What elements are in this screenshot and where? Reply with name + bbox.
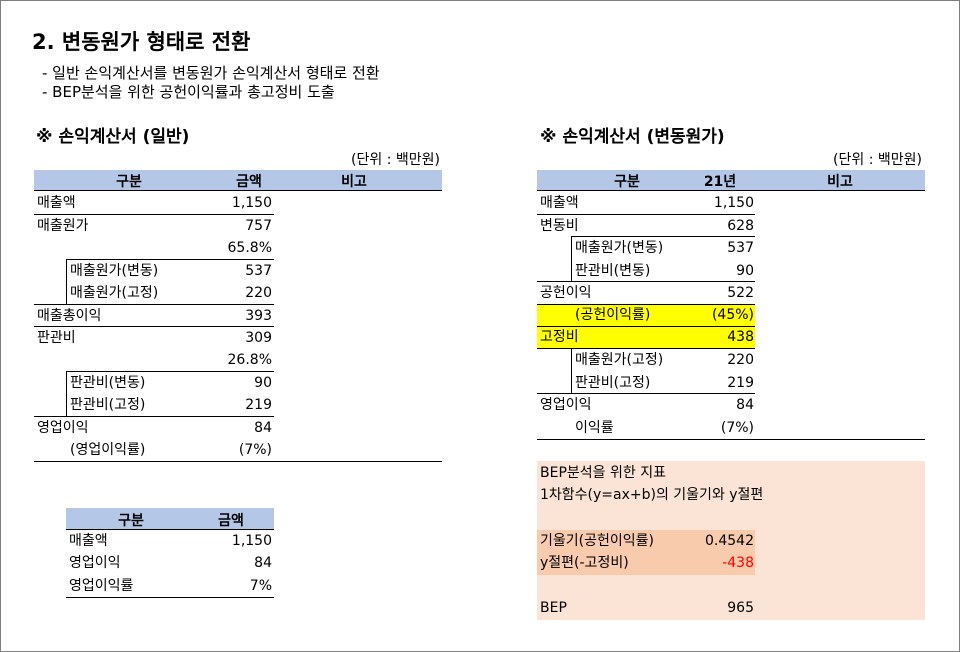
bep-heading: BEP분석을 위한 지표 [540,465,666,481]
table-row-label: 판관비 [37,330,76,346]
table-row-value: 757 [245,218,272,234]
table-row-label: 매출원가(변동) [575,240,664,256]
intercept-value: -438 [722,555,754,571]
table-row-label: 매출액 [37,195,76,211]
slope-value: 0.4542 [705,533,754,549]
table-row-value: 537 [245,263,272,279]
table-row-value: (7%) [238,442,272,458]
intercept-label: y절편(-고정비) [540,555,629,571]
right-section-title: ※ 손익계산서 (변동원가) [540,127,725,147]
bep-value: 965 [727,600,754,616]
table-row-label: (공헌이익률) [575,307,651,323]
table-row-value: 309 [245,330,272,346]
table-row-value: 220 [727,352,754,368]
bep-indicator-highlight [537,530,755,575]
divider [34,304,274,305]
table-row-ratio: 65.8% [227,240,272,256]
table-row-value: 90 [736,263,754,279]
table-row-value: 90 [254,375,272,391]
summary-header-amount: 금액 [218,513,244,529]
table-row-label: 이익률 [575,420,614,436]
divider [66,259,67,304]
divider [66,259,274,260]
table-row-label: 고정비 [540,329,579,345]
table-row-value: 84 [254,420,272,436]
divider [34,326,274,327]
left-header-category: 구분 [116,174,142,190]
table-row-value: (45%) [711,307,754,323]
table-row-value: 1,150 [713,195,754,211]
table-row-value: 219 [245,397,272,413]
left-header-note: 비고 [341,174,367,190]
divider [571,348,755,349]
table-row-label: 판관비(고정) [575,375,651,391]
table-row-label: 매출총이익 [37,308,102,324]
right-table-header: 구분 21년 비고 [537,170,925,191]
table-row-label: 영업이익 [69,555,121,571]
table-row-label: 영업이익 [37,420,89,436]
divider [537,439,925,440]
divider [571,348,572,393]
bullet-1: - 일반 손익계산서를 변동원가 손익계산서 형태로 전환 [42,64,380,82]
table-row-label: 영업이익률 [69,578,134,594]
table-row-value: 1,150 [231,195,272,211]
table-row-ratio: 26.8% [227,352,272,368]
summary-header-category: 구분 [118,513,144,529]
table-row-value: (7%) [720,420,754,436]
table-row-value: 393 [245,308,272,324]
table-row-label: 판관비(변동) [575,263,651,279]
divider [537,281,755,282]
table-row-value: 1,150 [231,533,272,549]
table-row-label: (영업이익률) [70,442,146,458]
table-row-label: 매출원가(고정) [575,352,664,368]
table-row-label: 매출원가 [37,218,89,234]
divider [34,214,274,215]
divider [571,236,755,237]
right-unit: (단위 : 백만원) [833,152,922,168]
divider [34,416,274,417]
table-row-value: 84 [736,397,754,413]
summary-table-header: 구분 금액 [66,508,274,530]
table-row-value: 220 [245,285,272,301]
bep-label: BEP [540,600,567,616]
table-row-label: 영업이익 [540,397,592,413]
bullet-2: - BEP분석을 위한 공헌이익률과 총고정비 도출 [42,83,335,101]
table-row-label: 매출액 [540,195,579,211]
bep-subheading: 1차함수(y=ax+b)의 기울기와 y절편 [540,487,764,503]
divider [537,214,755,215]
table-row-label: 판관비(고정) [70,397,146,413]
table-row-value: 7% [249,578,272,594]
divider [571,236,572,281]
divider [66,371,67,416]
table-row-label: 판관비(변동) [70,375,146,391]
left-unit: (단위 : 백만원) [351,152,440,168]
table-row-value: 537 [727,240,754,256]
right-header-category: 구분 [614,174,640,190]
right-header-note: 비고 [827,174,853,190]
table-row-value: 522 [727,285,754,301]
page-title: 2. 변동원가 형태로 전환 [32,30,251,54]
table-row-value: 219 [727,375,754,391]
left-section-title: ※ 손익계산서 (일반) [36,127,190,147]
table-row-value: 84 [254,555,272,571]
divider [34,461,442,462]
table-row-label: 공헌이익 [540,285,592,301]
table-row-label: 매출원가(고정) [70,285,159,301]
table-row-label: 매출액 [69,533,108,549]
left-header-amount: 금액 [236,174,262,190]
divider [66,597,274,598]
slope-label: 기울기(공헌이익률) [540,533,654,549]
table-row-label: 매출원가(변동) [70,263,159,279]
divider [537,393,755,394]
table-row-label: 변동비 [540,218,579,234]
right-header-year: 21년 [703,174,737,190]
table-row-value: 628 [727,218,754,234]
divider [66,371,274,372]
table-row-value: 438 [727,329,754,345]
left-table-header: 구분 금액 비고 [34,170,442,191]
